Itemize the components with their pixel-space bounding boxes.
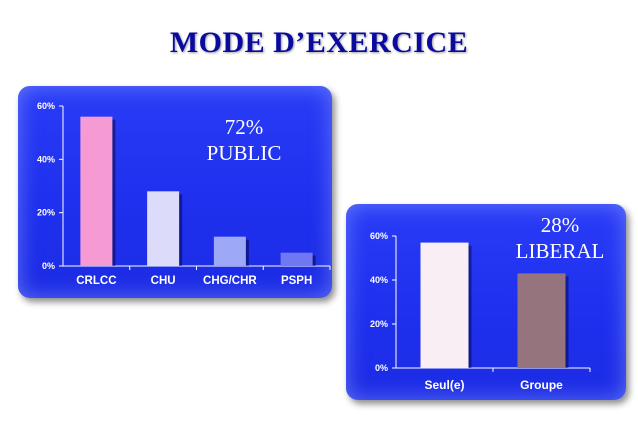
bar-groupe: [517, 273, 566, 368]
x-tick-label: Seul(e): [424, 378, 464, 392]
y-tick-label: 20%: [370, 319, 388, 329]
annotation-liberal: 28% LIBERAL: [500, 212, 620, 264]
x-tick-label: CHG/CHR: [203, 275, 257, 287]
y-tick-label: 0%: [375, 363, 388, 373]
y-tick-label: 40%: [370, 275, 388, 285]
bar-seul-e: [420, 242, 469, 368]
annotation-public-percent: 72%: [224, 115, 264, 139]
bar-chu: [147, 191, 180, 266]
y-tick-label: 60%: [37, 101, 55, 111]
y-tick-label: 60%: [370, 231, 388, 241]
y-tick-label: 40%: [37, 154, 55, 164]
x-tick-label: Groupe: [520, 378, 563, 392]
x-tick-label: CRLCC: [76, 275, 116, 287]
chart-public-plot: 60% 40% 20% 0% CRLCC CHU CHG/CHR PSPH: [37, 101, 331, 287]
chart-liberal: 60% 40% 20% 0% Seul(e) Groupe: [370, 231, 591, 392]
bar-crlcc: [80, 116, 113, 267]
chart-panel-liberal: 60% 40% 20% 0% Seul(e) Groupe: [346, 204, 626, 400]
y-tick-label: 20%: [37, 208, 55, 218]
chart-public: 60% 40% 20% 0% CRLCC CHU CHG/CHR PSPH: [37, 101, 331, 287]
chart-panel-public: 60% 40% 20% 0% CRLCC CHU CHG/CHR PSPH: [18, 86, 332, 298]
x-tick-label: CHU: [151, 275, 176, 287]
bar-psph: [280, 252, 313, 266]
annotation-public-label: PUBLIC: [206, 141, 282, 165]
annotation-liberal-percent: 28%: [540, 213, 580, 237]
x-tick-label: PSPH: [281, 275, 312, 287]
bar-chg-chr: [213, 236, 246, 266]
chart-liberal-plot: 60% 40% 20% 0% Seul(e) Groupe: [370, 231, 591, 392]
y-tick-label: 0%: [42, 261, 55, 271]
annotation-public: 72% PUBLIC: [184, 114, 304, 166]
page-title: MODE D’EXERCICE: [169, 26, 469, 59]
annotation-liberal-label: LIBERAL: [515, 239, 605, 263]
